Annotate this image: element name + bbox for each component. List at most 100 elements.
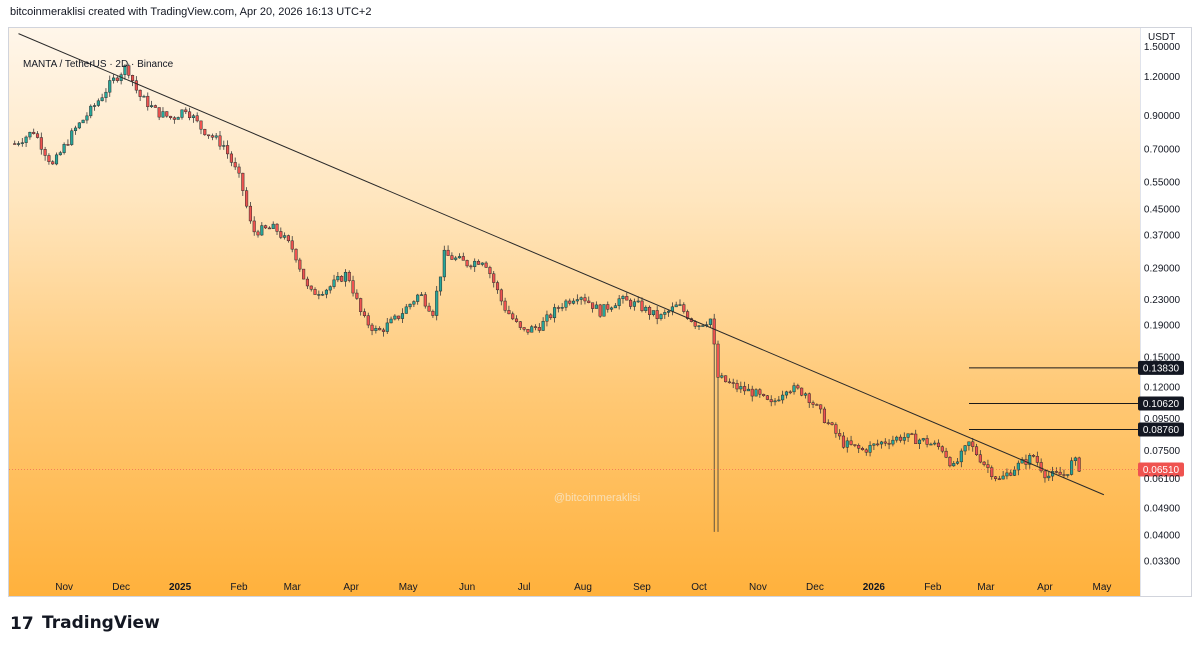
candle-down xyxy=(811,402,815,405)
candle-up xyxy=(621,296,625,299)
candle-down xyxy=(294,248,298,261)
candle-down xyxy=(914,433,918,444)
candle-up xyxy=(967,441,971,446)
candle-down xyxy=(488,267,492,275)
level-label: 0.13830 xyxy=(1143,363,1180,374)
candle-up xyxy=(701,325,705,327)
x-tick-label: May xyxy=(399,582,418,593)
candle-up xyxy=(906,433,910,438)
candle-up xyxy=(845,440,849,448)
candle-down xyxy=(248,205,252,222)
candle-up xyxy=(952,463,956,467)
y-tick-label: 0.19000 xyxy=(1144,321,1181,332)
candle-up xyxy=(674,304,678,308)
candle-up xyxy=(784,391,788,396)
y-tick-label: 1.20000 xyxy=(1144,72,1181,83)
candle-up xyxy=(579,297,583,300)
candle-down xyxy=(898,436,903,441)
candle-up xyxy=(222,145,226,147)
candle-up xyxy=(1073,457,1077,462)
candle-down xyxy=(971,441,975,447)
x-tick-label: 2026 xyxy=(863,582,886,593)
candle-down xyxy=(298,259,302,270)
x-tick-label: Dec xyxy=(806,582,824,593)
candle-up xyxy=(374,328,378,331)
candle-up xyxy=(385,322,389,332)
chart-frame[interactable]: @bitcoinmeraklisi 0.13830 0.10620 0.08760 0.… xyxy=(8,27,1192,597)
symbol-legend: MANTA / TetherUS · 2D · Binance xyxy=(23,59,174,70)
candle-down xyxy=(233,162,237,168)
candle-down xyxy=(807,393,811,403)
candle-up xyxy=(412,301,416,305)
candle-down xyxy=(203,128,207,136)
candle-down xyxy=(495,282,500,291)
candle-up xyxy=(803,393,808,396)
candle-up xyxy=(872,443,876,446)
candle-down xyxy=(47,155,51,162)
candle-up xyxy=(792,385,796,393)
candle-up xyxy=(1028,455,1032,465)
attribution-header: bitcoinmeraklisi created with TradingVie… xyxy=(10,6,372,18)
trendline xyxy=(18,33,1105,496)
plot-area[interactable] xyxy=(9,28,1140,596)
candle-up xyxy=(260,225,264,236)
candle-down xyxy=(351,280,355,294)
candle-down xyxy=(313,289,317,295)
candle-up xyxy=(739,386,743,390)
candle-down xyxy=(1077,457,1081,472)
y-tick-label: 0.06100 xyxy=(1144,474,1181,485)
candle-up xyxy=(321,294,325,296)
candle-down xyxy=(526,328,530,333)
candle-down xyxy=(936,442,941,447)
candle-down xyxy=(849,440,853,445)
candle-down xyxy=(134,80,138,91)
candle-up xyxy=(332,279,336,287)
candle-down xyxy=(1058,471,1062,475)
candle-down xyxy=(993,476,998,479)
candle-down xyxy=(511,313,515,320)
candle-down xyxy=(876,443,880,446)
x-tick-label: Feb xyxy=(230,582,248,593)
candle-down xyxy=(648,306,652,315)
candle-down xyxy=(712,318,716,345)
candle-down xyxy=(465,260,469,267)
candle-down xyxy=(830,422,834,425)
candle-down xyxy=(347,271,351,281)
candle-up xyxy=(644,306,648,312)
chart-svg[interactable]: @bitcoinmeraklisi0.138300.106200.087600.… xyxy=(9,28,1191,596)
candle-down xyxy=(229,153,233,163)
candle-down xyxy=(716,343,720,378)
level-label-bg xyxy=(1138,396,1184,411)
x-tick-label: Mar xyxy=(977,582,995,593)
candle-down xyxy=(686,311,690,319)
candle-down xyxy=(309,285,313,290)
candle-down xyxy=(1035,456,1039,463)
candle-up xyxy=(58,152,62,156)
candle-down xyxy=(13,143,17,145)
candle-down xyxy=(302,268,306,280)
candle-up xyxy=(317,294,321,296)
x-tick-label: Apr xyxy=(343,582,359,593)
candle-up xyxy=(1066,474,1070,476)
candle-up xyxy=(85,115,89,121)
candle-up xyxy=(571,300,576,304)
price-axis[interactable] xyxy=(1140,28,1191,596)
candle-down xyxy=(226,145,230,155)
candle-up xyxy=(54,154,59,165)
candle-up xyxy=(868,445,872,453)
candle-up xyxy=(1001,475,1005,480)
candle-down xyxy=(169,115,173,118)
candle-up xyxy=(667,310,671,313)
candle-up xyxy=(480,262,484,265)
candle-up xyxy=(632,301,636,307)
candle-up xyxy=(1016,462,1020,471)
x-tick-label: Jun xyxy=(459,582,475,593)
candle-down xyxy=(606,304,610,310)
candle-up xyxy=(708,318,712,325)
candle-up xyxy=(1020,459,1024,464)
candle-up xyxy=(400,313,405,319)
candle-up xyxy=(176,117,180,120)
x-tick-label: Jul xyxy=(518,582,531,593)
candle-down xyxy=(1032,455,1036,457)
candle-down xyxy=(1054,471,1058,473)
